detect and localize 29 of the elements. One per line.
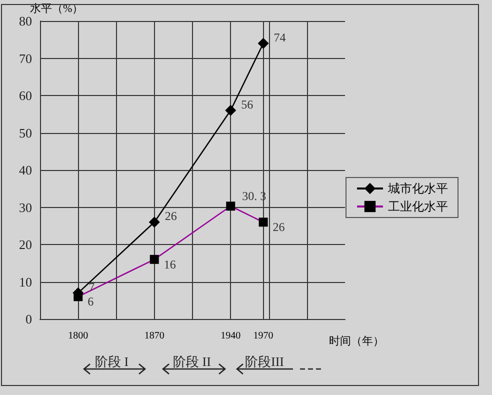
point [225,104,236,116]
y-tick-label: 70 [19,50,32,66]
y-tick-label: 30 [19,200,32,215]
data-label: 26 [272,220,285,234]
point [258,38,269,49]
y-tick-label: 10 [19,274,32,290]
y-axis-title: 水平（%） [30,2,84,16]
point [148,216,160,228]
data-label: 56 [241,97,254,112]
data-label: 74 [274,30,286,44]
text: 阶段 II [173,354,211,369]
y-tick-label: 0 [26,312,32,326]
text: 阶段III [245,354,284,369]
y-tick-label: 40 [19,162,32,178]
y-tick-label: 60 [19,88,32,103]
x-axis-title: 时间（年） [329,334,384,348]
x-tick-label: 1940 [220,330,241,342]
legend-label: 城市化水平 [387,182,448,196]
data-label: 26 [164,209,177,224]
y-tick-label: 50 [19,125,32,140]
text: 阶段 I [95,354,129,369]
x-tick-label: 1970 [253,330,274,342]
legend-label: 工业化水平 [388,200,448,214]
y-tick-label: 80 [19,14,32,28]
y-tick-label: 20 [19,237,32,252]
data-label: 6 [88,294,94,309]
x-tick-label: 1870 [144,330,164,342]
data-label: 16 [164,257,176,272]
x-tick-label: 1800 [68,330,88,342]
